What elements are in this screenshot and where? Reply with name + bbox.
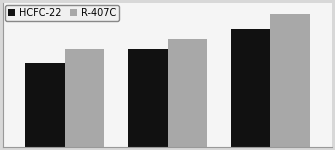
Bar (25, 63, 65, 147)
Bar (270, 14, 310, 147)
Legend: HCFC-22, R-407C: HCFC-22, R-407C (5, 5, 119, 21)
Bar (65, 49, 104, 147)
Bar (168, 39, 207, 147)
Bar (231, 29, 270, 147)
Bar (128, 49, 168, 147)
